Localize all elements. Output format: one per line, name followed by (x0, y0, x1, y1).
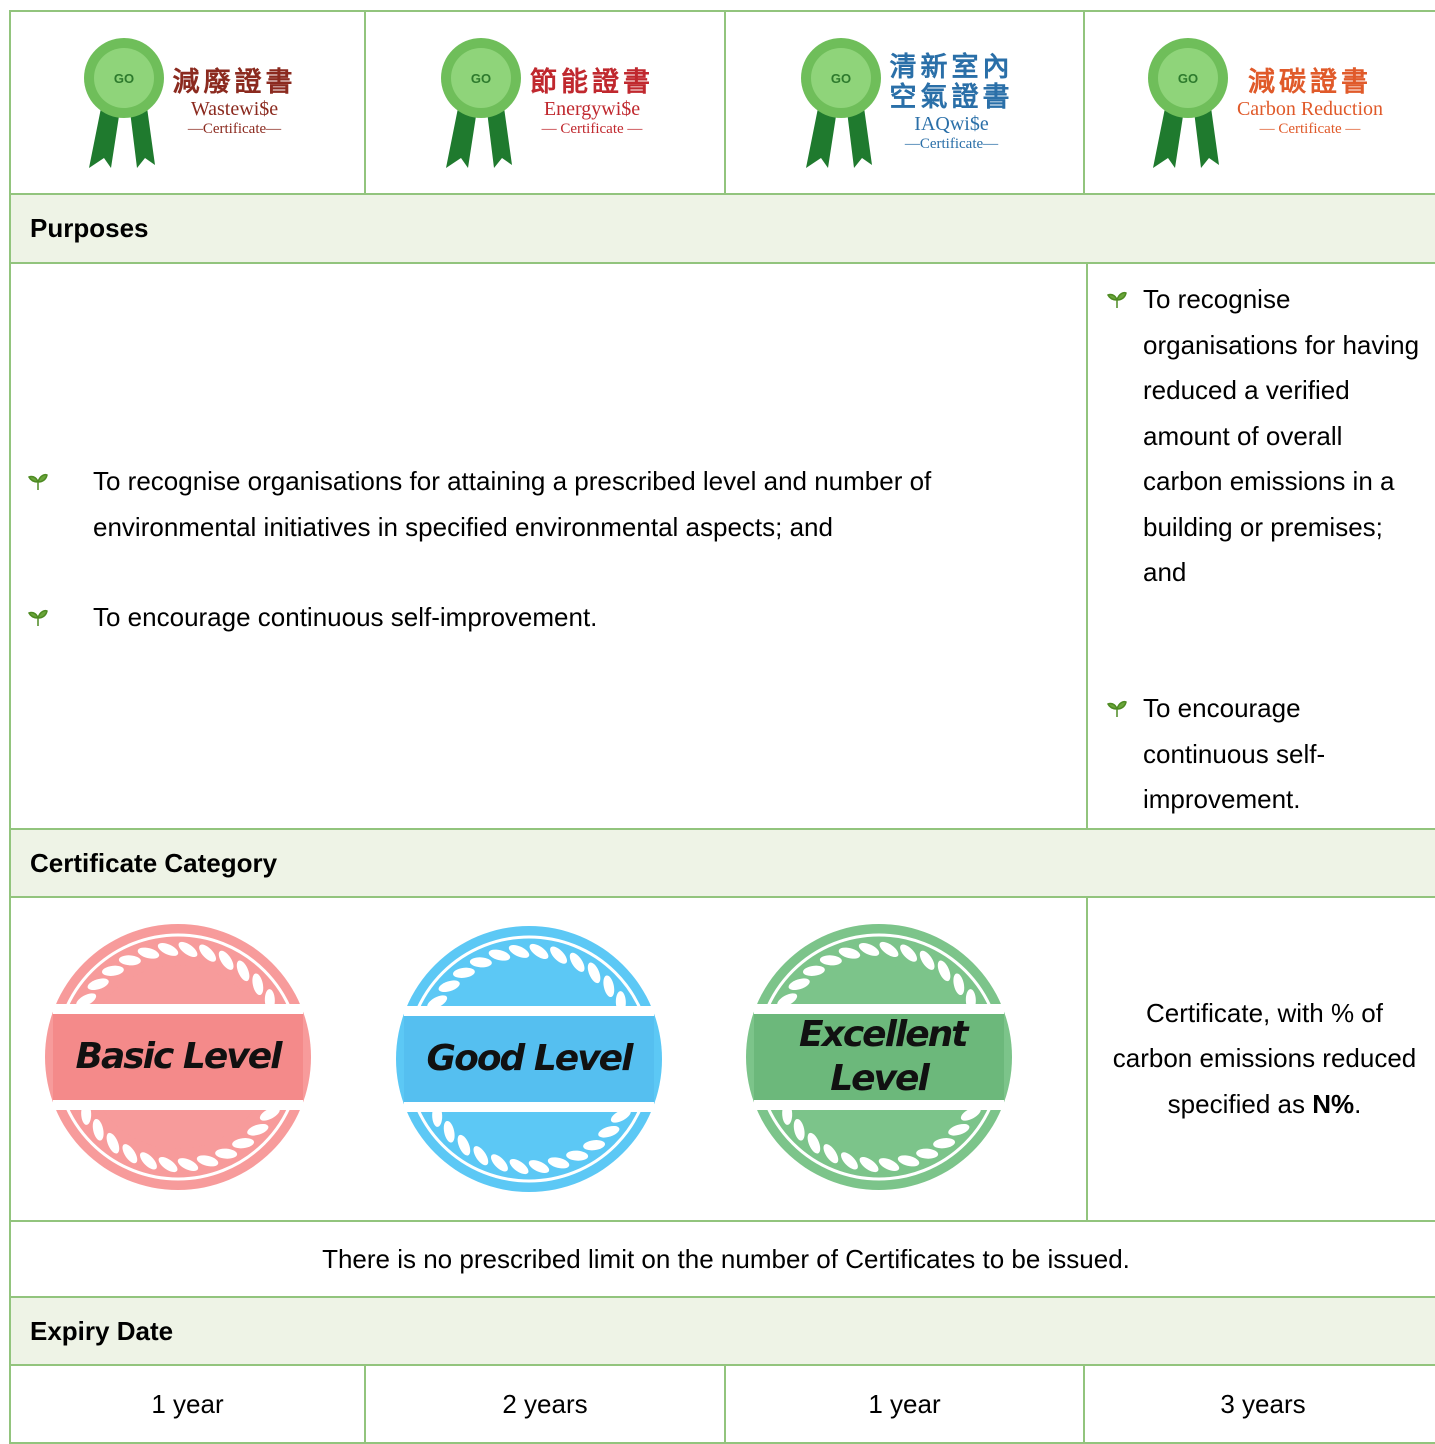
level-label: Good Level (426, 1038, 634, 1079)
level-medal (45, 924, 311, 1190)
svg-text:GO: GO (830, 71, 850, 86)
expiry-value: 2 years (502, 1389, 588, 1419)
carbon-bold: N% (1312, 1088, 1355, 1119)
level-medal (396, 926, 662, 1192)
svg-text:GO: GO (471, 71, 491, 86)
expiry-cell: 1 year (9, 1364, 366, 1444)
carbon-desc: Certificate, with % of carbon emissions … (1112, 997, 1417, 1119)
badge: GO (800, 37, 881, 168)
expiry-value: 1 year (868, 1389, 941, 1419)
purpose-item: To recognise organisations for attaining… (93, 466, 932, 542)
expiry-cell: 2 years (364, 1364, 726, 1444)
badge: GO (441, 37, 521, 168)
badge: GO (1147, 37, 1228, 168)
cert-cell: GO 清新室內 空氣證書 IAQwi$e —Certificate— (724, 10, 1085, 195)
expiry-cell: 1 year (724, 1364, 1085, 1444)
cert-label: 清新室內 空氣證書 IAQwi$e —Certificate— (889, 51, 1014, 153)
note-text: There is no prescribed limit on the numb… (322, 1243, 1130, 1274)
purpose-item: To encourage continuous self-improvement… (93, 602, 598, 632)
carbon-end: . (1354, 1088, 1362, 1119)
cert-tag: — Certificate — (541, 120, 643, 137)
cert-tag: — Certificate — (1259, 120, 1361, 137)
cert-title: 減碳證書 (1248, 66, 1372, 98)
section-heading: Expiry Date (9, 1296, 1435, 1366)
cert-cell: GO 減廢證書 Wastewi$e —Certificate— (9, 10, 366, 195)
cert-label: 節能證書 Energywi$e — Certificate — (530, 66, 654, 138)
purpose-item: To recognise organisations for having re… (1143, 284, 1420, 587)
cert-title: 節能證書 (530, 66, 654, 98)
cert-name: Energywi$e (543, 97, 641, 120)
cert-name: Carbon Reduction (1236, 97, 1384, 120)
purpose-item: To encourage continuous self-improvement… (1143, 693, 1326, 814)
category-cell: Certificate, with % of carbon emissions … (1086, 896, 1435, 1222)
expiry-value: 1 year (151, 1389, 224, 1419)
svg-text:GO: GO (113, 71, 133, 86)
section-heading: Certificate Category (9, 828, 1435, 898)
expiry-value: 3 years (1220, 1389, 1306, 1419)
heading-text: Certificate Category (30, 847, 278, 878)
leaf-icon (28, 609, 48, 626)
leaf-icon (1107, 700, 1127, 717)
level-label: Basic Level (75, 1036, 283, 1077)
badge: GO (83, 37, 164, 168)
cert-tag: —Certificate— (187, 120, 282, 137)
heading-text: Expiry Date (30, 1315, 174, 1346)
carbon-text: Certificate, with % of carbon emissions … (1108, 991, 1421, 1128)
cert-title: 減廢證書 (172, 66, 297, 98)
level-medal (746, 924, 1012, 1190)
cert-label: 減廢證書 Wastewi$e —Certificate— (172, 66, 297, 138)
leaf-icon (1107, 291, 1127, 308)
cert-name: Wastewi$e (190, 97, 279, 120)
note-cell: There is no prescribed limit on the numb… (9, 1220, 1435, 1298)
level-label: Excellent Level (799, 1014, 969, 1099)
cert-cell: GO 減碳證書 Carbon Reduction — Certificate — (1083, 10, 1435, 195)
cert-name: IAQwi$e (914, 112, 989, 135)
cert-title: 空氣證書 (889, 81, 1014, 113)
section-heading: Purposes (9, 193, 1435, 264)
cert-cell: GO 節能證書 Energywi$e — Certificate — (364, 10, 726, 195)
expiry-cell: 3 years (1083, 1364, 1435, 1444)
cert-title: 清新室內 (889, 51, 1014, 83)
cert-tag: —Certificate— (904, 135, 999, 152)
cert-label: 減碳證書 Carbon Reduction — Certificate — (1236, 66, 1384, 138)
svg-text:GO: GO (1178, 71, 1198, 86)
heading-text: Purposes (30, 213, 149, 243)
leaf-icon (28, 473, 48, 490)
